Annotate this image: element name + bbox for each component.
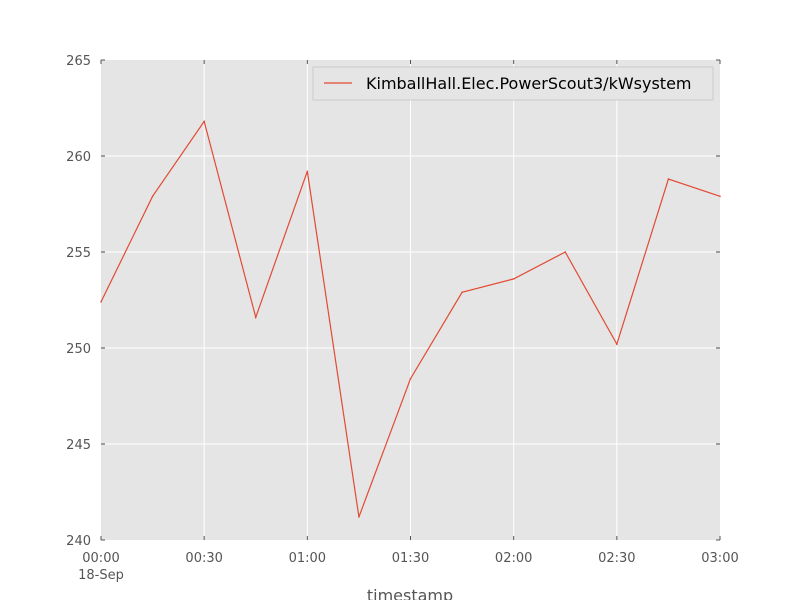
x-tick-label: 00:00 (82, 551, 119, 566)
x-tick-label: 02:30 (598, 551, 635, 566)
data-point (409, 377, 412, 380)
data-point (512, 278, 515, 280)
y-tick-label: 245 (66, 438, 91, 453)
x-tick-label: 02:00 (495, 551, 532, 566)
legend-label: KimballHall.Elec.PowerScout3/kWsystem (366, 74, 692, 93)
data-point (203, 120, 205, 123)
data-point (667, 178, 670, 180)
x-tick-sublabel: 18-Sep (78, 568, 124, 583)
legend: KimballHall.Elec.PowerScout3/kWsystem (312, 66, 714, 101)
data-point (100, 301, 102, 303)
data-point (564, 251, 567, 253)
data-point (616, 343, 618, 345)
x-tick-label: 00:30 (185, 551, 222, 566)
data-point (719, 195, 721, 198)
x-axis-label: timestamp (367, 586, 453, 600)
series-layer (100, 120, 721, 518)
y-tick-label: 265 (66, 54, 91, 69)
data-point (306, 170, 309, 173)
x-tick-label: 03:00 (701, 551, 738, 566)
x-tick-label: 01:30 (392, 551, 429, 566)
data-point (254, 316, 257, 319)
y-tick-label: 255 (66, 246, 91, 261)
x-tick-label: 01:00 (289, 551, 326, 566)
data-point (461, 291, 463, 294)
axis-ticks: 240 245 250 255 260 265 00:00 18-Sep 00:30 01:00 0… (66, 54, 739, 583)
data-point (358, 516, 360, 518)
data-point (151, 195, 154, 198)
y-tick-label: 260 (66, 150, 91, 165)
y-tick-label: 250 (66, 342, 91, 357)
legend-box (312, 66, 714, 101)
y-tick-label: 240 (66, 534, 91, 549)
grid-lines (101, 60, 720, 540)
